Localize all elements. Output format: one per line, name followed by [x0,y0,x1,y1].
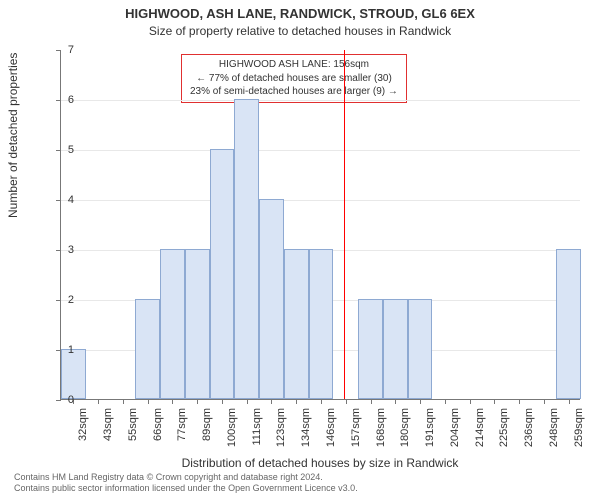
x-tick-label: 100sqm [226,408,238,458]
histogram-bar [234,99,259,399]
x-tick-label: 111sqm [251,408,263,458]
histogram-bar [135,299,160,399]
x-tick [197,399,198,404]
x-tick-label: 191sqm [424,408,436,458]
callout-line-2: ← 77% of detached houses are smaller (30… [190,72,398,86]
x-tick [148,399,149,404]
page-title-line-2: Size of property relative to detached ho… [0,24,600,38]
y-axis-label: Number of detached properties [6,53,20,218]
gridline [61,100,580,101]
x-tick-label: 236sqm [523,408,535,458]
gridline [61,200,580,201]
x-tick-label: 214sqm [474,408,486,458]
histogram-bar [259,199,284,399]
chart-plot-area: HIGHWOOD ASH LANE: 156sqm ← 77% of detac… [60,50,580,400]
histogram-bar [358,299,383,399]
page-title-line-1: HIGHWOOD, ASH LANE, RANDWICK, STROUD, GL… [0,6,600,21]
callout-line-1: HIGHWOOD ASH LANE: 156sqm [190,58,398,72]
x-tick [98,399,99,404]
x-tick-label: 248sqm [548,408,560,458]
histogram-bar [185,249,210,399]
y-tick-label: 1 [44,344,74,356]
x-tick [494,399,495,404]
y-tick-label: 6 [44,94,74,106]
x-axis-label: Distribution of detached houses by size … [60,456,580,470]
y-tick-label: 4 [44,194,74,206]
footer-credits: Contains HM Land Registry data © Crown c… [14,472,358,495]
y-tick-label: 7 [44,44,74,56]
x-tick [420,399,421,404]
x-tick-label: 43sqm [102,408,114,458]
x-tick-label: 168sqm [375,408,387,458]
x-tick [296,399,297,404]
gridline [61,150,580,151]
histogram-bar [309,249,334,399]
x-tick-label: 55sqm [127,408,139,458]
x-tick [321,399,322,404]
x-tick-label: 89sqm [201,408,213,458]
x-tick-label: 77sqm [176,408,188,458]
x-tick-label: 146sqm [325,408,337,458]
x-tick-label: 66sqm [152,408,164,458]
x-tick [371,399,372,404]
histogram-bar [556,249,581,399]
x-tick [172,399,173,404]
x-tick-label: 32sqm [77,408,89,458]
callout-box: HIGHWOOD ASH LANE: 156sqm ← 77% of detac… [181,54,407,103]
x-tick [222,399,223,404]
x-tick-label: 259sqm [573,408,585,458]
histogram-bar [160,249,185,399]
x-tick [470,399,471,404]
x-tick [247,399,248,404]
x-tick [395,399,396,404]
marker-line [344,50,345,399]
x-tick [544,399,545,404]
x-tick [445,399,446,404]
x-tick [346,399,347,404]
y-tick-label: 2 [44,294,74,306]
histogram-bar [383,299,408,399]
y-tick-label: 3 [44,244,74,256]
callout-line-3: 23% of semi-detached houses are larger (… [190,85,398,99]
x-tick [569,399,570,404]
footer-line-1: Contains HM Land Registry data © Crown c… [14,472,358,483]
x-tick-label: 157sqm [350,408,362,458]
x-tick-label: 123sqm [275,408,287,458]
x-tick [123,399,124,404]
footer-line-2: Contains public sector information licen… [14,483,358,494]
x-tick-label: 180sqm [399,408,411,458]
x-tick-label: 225sqm [498,408,510,458]
y-tick-label: 5 [44,144,74,156]
histogram-bar [61,349,86,399]
x-tick [271,399,272,404]
x-tick-label: 134sqm [300,408,312,458]
y-tick-label: 0 [44,394,74,406]
x-tick [519,399,520,404]
x-tick-label: 204sqm [449,408,461,458]
histogram-bar [408,299,433,399]
histogram-bar [210,149,235,399]
histogram-bar [284,249,309,399]
